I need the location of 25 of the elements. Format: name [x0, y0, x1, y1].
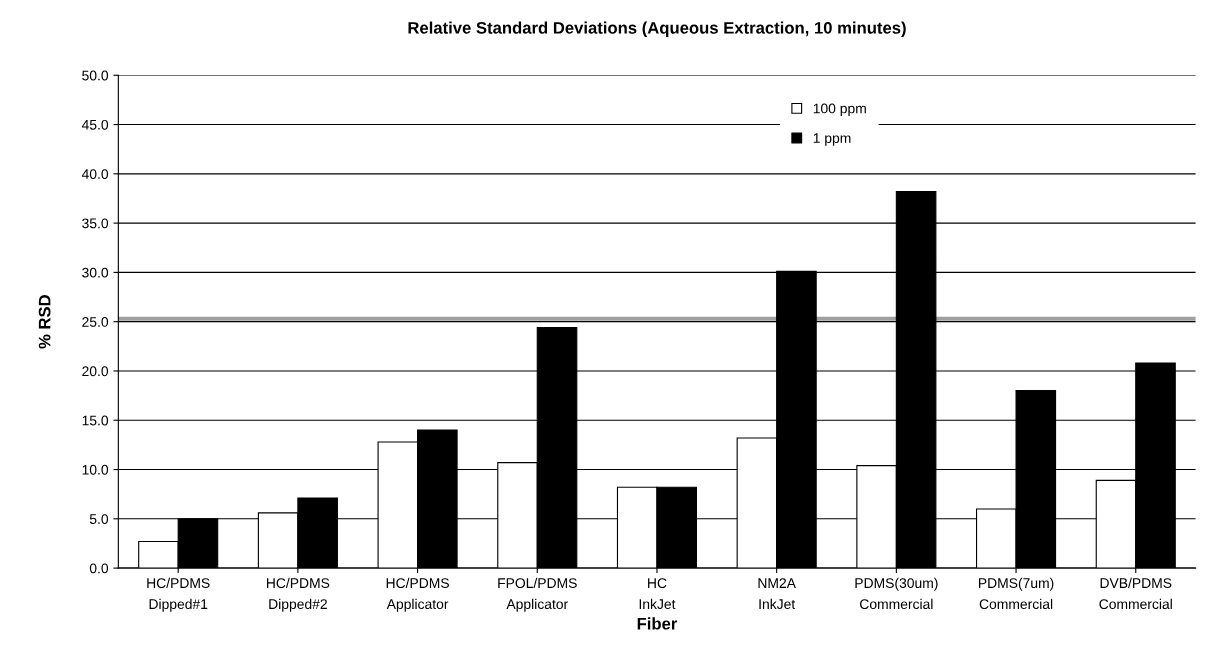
legend-label: 1 ppm	[813, 133, 851, 146]
x-tick-label: PDMS(30um) Commercial	[855, 577, 938, 610]
x-tick-label: HC/PDMS Dipped#2	[267, 577, 330, 612]
x-tick-label: DVB/PDMS Commercial	[1099, 577, 1172, 610]
chart-title: Relative Standard Deviations (Aqueous Extraction, 10 minutes)	[408, 21, 906, 38]
x-tick-label: HC InkJet	[639, 578, 676, 610]
y-tick-label: 5.0	[89, 514, 109, 524]
x-tick-label: HC/PDMS Dipped#1	[147, 577, 210, 612]
y-tick-label: 45.0	[81, 119, 109, 130]
x-axis-title: Fiber	[637, 617, 678, 630]
x-tick-label: FPOL/PDMS Applicator	[498, 577, 577, 612]
legend-label: 100 ppm	[813, 103, 866, 117]
x-tick-label: NM2A InkJet	[758, 578, 796, 610]
y-tick-label: 20.0	[82, 366, 109, 377]
y-tick-label: 40.0	[81, 169, 109, 179]
y-tick-label: 30.0	[82, 267, 109, 278]
y-tick-label: 25.0	[82, 317, 109, 327]
x-tick-label: PDMS(7um) Commercial	[979, 577, 1054, 610]
y-axis-title: % RSD	[38, 295, 51, 349]
x-tick-label: HC/PDMS Applicator	[386, 577, 449, 612]
y-tick-label: 0.0	[89, 563, 109, 574]
y-tick-label: 10.0	[82, 464, 109, 475]
y-tick-label: 50.0	[82, 70, 109, 81]
y-tick-label: 35.0	[82, 218, 109, 229]
y-tick-label: 15.0	[82, 415, 109, 426]
